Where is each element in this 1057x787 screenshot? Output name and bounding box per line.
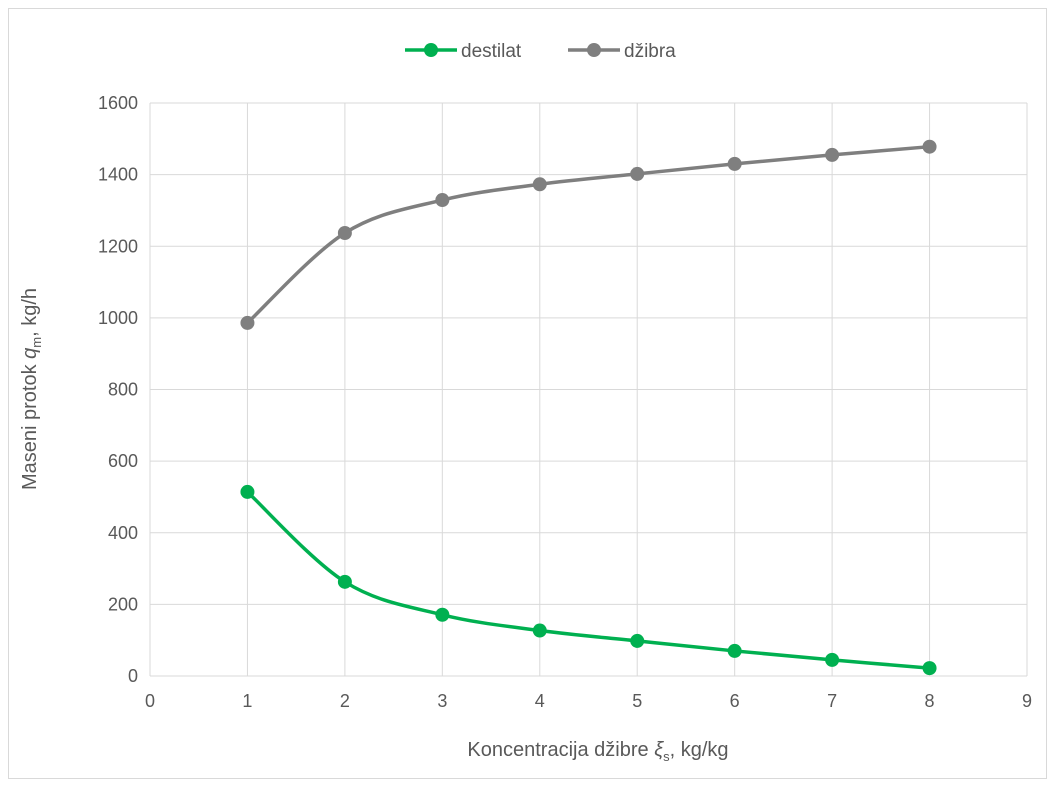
x-axis-title-main: Koncentracija džibre (467, 739, 654, 761)
y-tick-label: 200 (108, 594, 138, 614)
x-tick-label: 9 (1022, 691, 1032, 711)
y-tick-label: 1600 (98, 93, 138, 113)
data-point-destilat (727, 643, 742, 658)
legend-item-dzibra: džibra (568, 41, 676, 62)
x-tick-label: 8 (925, 691, 935, 711)
x-tick-label: 5 (632, 691, 642, 711)
legend-item-destilat: destilat (405, 41, 522, 62)
y-tick-label: 400 (108, 523, 138, 543)
x-tick-label: 7 (827, 691, 837, 711)
data-point-destilat (825, 652, 840, 667)
y-tick-label: 800 (108, 380, 138, 400)
data-point-dzibra (337, 225, 352, 240)
y-tick-label: 1200 (98, 236, 138, 256)
x-tick-label: 4 (535, 691, 545, 711)
x-axis-title-unit: , kg/kg (670, 739, 729, 761)
y-tick-label: 600 (108, 451, 138, 471)
data-point-destilat (630, 633, 645, 648)
chart-frame (8, 8, 1047, 779)
data-point-dzibra (630, 166, 645, 181)
legend-swatch-marker (587, 43, 601, 57)
grid-lines (149, 102, 1028, 677)
data-point-destilat (240, 484, 255, 499)
data-point-destilat (532, 623, 547, 638)
y-tick-label: 0 (128, 666, 138, 686)
legend-swatch-marker (424, 43, 438, 57)
y-tick-label: 1400 (98, 165, 138, 185)
x-axis-title: Koncentracija džibre ξs, kg/kg (467, 739, 728, 764)
y-tick-label: 1000 (98, 308, 138, 328)
series-lines (240, 139, 937, 676)
data-point-dzibra (435, 193, 450, 208)
y-axis-title: Maseni protok qm, kg/h (19, 288, 44, 490)
y-axis-title-symbol: q (19, 348, 41, 359)
data-point-dzibra (727, 156, 742, 171)
legend-label: džibra (624, 41, 676, 62)
x-axis-title-subscript: s (663, 749, 670, 764)
data-point-destilat (435, 607, 450, 622)
data-point-dzibra (532, 177, 547, 192)
data-point-dzibra (240, 315, 255, 330)
data-point-destilat (922, 661, 937, 676)
x-tick-label: 3 (437, 691, 447, 711)
legend: destilat džibra (405, 41, 676, 62)
data-point-dzibra (922, 139, 937, 154)
x-tick-labels: 0 1 2 3 4 5 6 7 8 9 (145, 691, 1032, 711)
legend-label: destilat (461, 41, 522, 62)
y-axis-title-main: Maseni protok (19, 359, 41, 490)
x-tick-label: 2 (340, 691, 350, 711)
y-axis-title-unit: , kg/h (19, 288, 41, 337)
x-tick-label: 0 (145, 691, 155, 711)
x-axis-title-symbol: ξ (654, 739, 664, 761)
x-tick-label: 6 (730, 691, 740, 711)
x-tick-label: 1 (242, 691, 252, 711)
y-tick-labels: 0 200 400 600 800 1000 1200 1400 1600 (98, 93, 138, 686)
data-point-dzibra (825, 147, 840, 162)
data-point-destilat (337, 574, 352, 589)
y-axis-title-subscript: m (29, 337, 44, 348)
